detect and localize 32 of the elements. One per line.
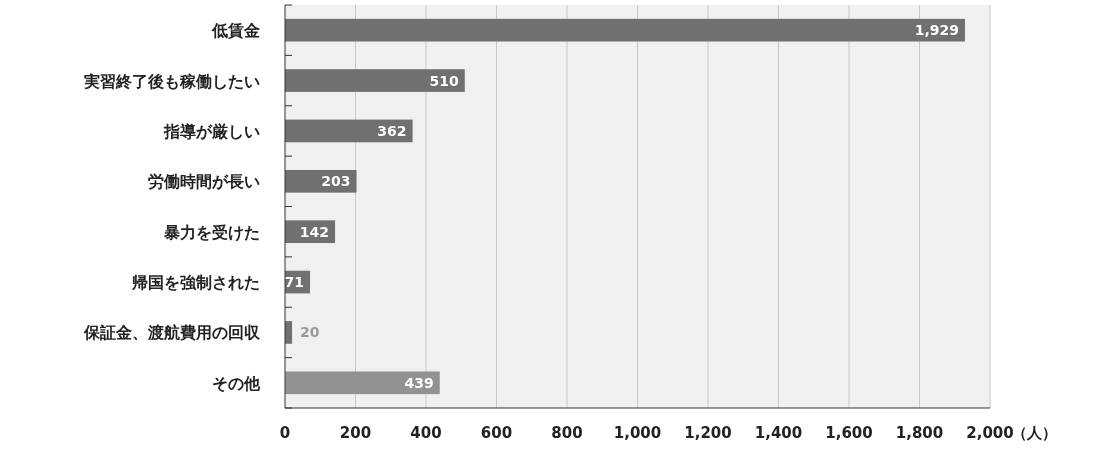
y-tick-label: 指導が厳しい [163,121,260,141]
data-label: 362 [377,122,407,139]
x-tick-label: 1,000 [613,424,662,442]
x-tick-label: 400 [410,424,442,442]
data-label: 203 [321,173,351,190]
x-tick-label: 1,200 [684,424,732,442]
x-tick-label: 800 [551,424,583,442]
x-axis-title: （人） [1012,424,1057,442]
data-label: 1,929 [914,22,959,39]
x-tick-label: 2,000 [966,424,1014,442]
data-label: 20 [300,324,320,341]
data-label: 510 [429,72,460,89]
y-tick-label: 暴力を受けた [163,222,260,242]
x-tick-label: 200 [339,424,372,442]
bar [285,371,440,395]
data-label: 142 [299,223,330,240]
bar [285,119,413,143]
bar [285,69,465,92]
x-tick-label: 1,400 [754,424,803,442]
data-label: 71 [284,274,305,291]
y-tick-label: 実習終了後も稼働したい [83,71,260,91]
y-tick-label: 低賃金 [211,21,260,41]
x-tick-label: 1,600 [825,424,873,442]
bar [285,18,965,42]
x-tick-label: 600 [480,424,513,442]
data-label: 439 [404,374,434,391]
y-tick-label: 保証金、渡航費用の回収 [83,323,261,343]
x-tick-label: 0 [279,424,291,442]
y-tick-label: その他 [212,373,261,393]
y-tick-label: 労働時間が長い [148,172,260,192]
y-tick-label: 帰国を強制された [131,273,260,293]
x-tick-label: 1,800 [895,424,944,442]
